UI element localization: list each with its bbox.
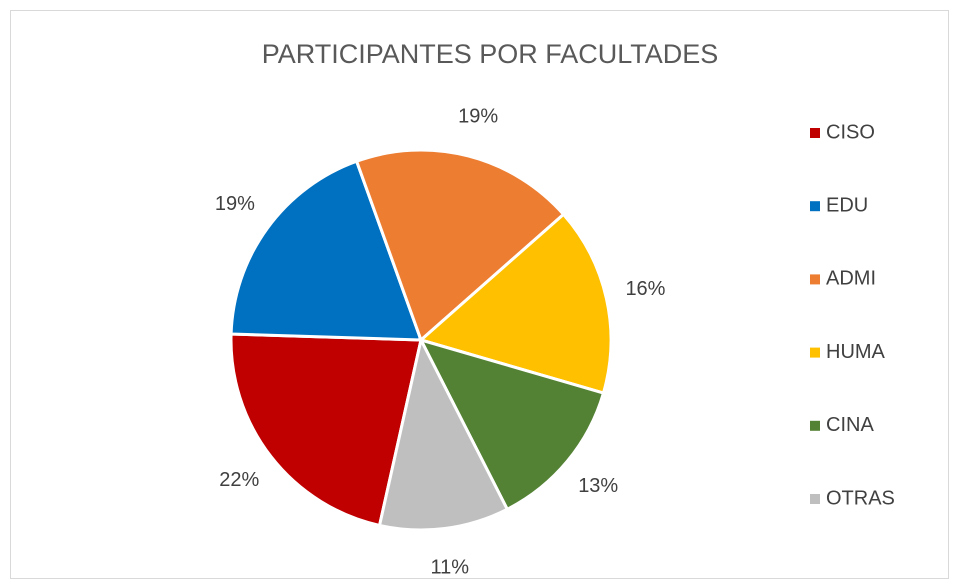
pie-slice: [377, 335, 510, 532]
pie-slice: [229, 159, 424, 342]
data-label: 19%: [215, 193, 255, 215]
data-label: 11%: [431, 556, 470, 578]
legend-swatch: [810, 494, 820, 504]
pie-slice: [354, 148, 566, 343]
legend-label: HUMA: [826, 341, 886, 363]
legend-swatch: [810, 420, 820, 431]
legend-label: OTRAS: [826, 487, 895, 509]
legend-swatch: [810, 347, 820, 358]
legend-swatch: [810, 201, 820, 212]
legend-label: ADMI: [826, 268, 876, 290]
data-label: 19%: [458, 106, 498, 128]
data-label: 13%: [578, 475, 618, 497]
data-label: 22%: [219, 469, 259, 491]
chart-title: PARTICIPANTES POR FACULTADES: [262, 39, 719, 69]
legend-swatch: [810, 274, 820, 285]
pie-slice: [417, 212, 613, 395]
pie-slice: [418, 337, 606, 512]
legend-swatch: [810, 128, 820, 138]
legend-label: CINA: [826, 414, 874, 436]
pie-slice: [229, 332, 423, 528]
legend-label: EDU: [826, 194, 868, 216]
legend-label: CISO: [826, 121, 875, 143]
data-label: 16%: [625, 278, 665, 300]
